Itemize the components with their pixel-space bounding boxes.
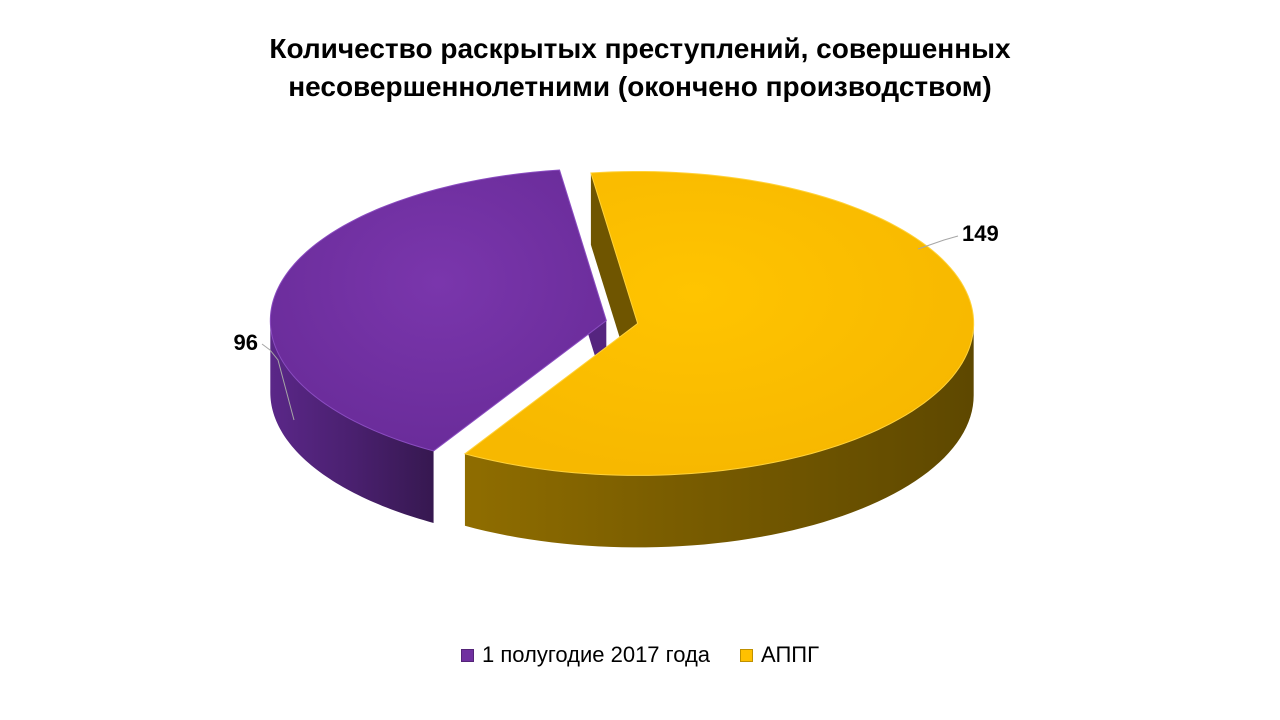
leader-line-2	[917, 235, 959, 250]
legend-swatch-1	[460, 648, 474, 662]
pie-slice-2	[463, 170, 975, 548]
data-label-1: 96	[234, 330, 258, 355]
legend-swatch-2	[740, 648, 754, 662]
data-label-2: 149	[962, 221, 999, 246]
legend-label-1: 1 полугодие 2017 года	[481, 642, 711, 667]
chart-title: Количество раскрытых преступлений, совер…	[269, 33, 1011, 102]
chart-legend: 1 полугодие 2017 года АППГ	[0, 642, 1280, 668]
leader-line-1	[261, 343, 295, 421]
legend-item-2: АППГ	[740, 642, 819, 668]
legend-item-1: 1 полугодие 2017 года	[460, 642, 711, 668]
pie-slice-1	[269, 169, 607, 523]
legend-label-2: АППГ	[761, 642, 819, 667]
